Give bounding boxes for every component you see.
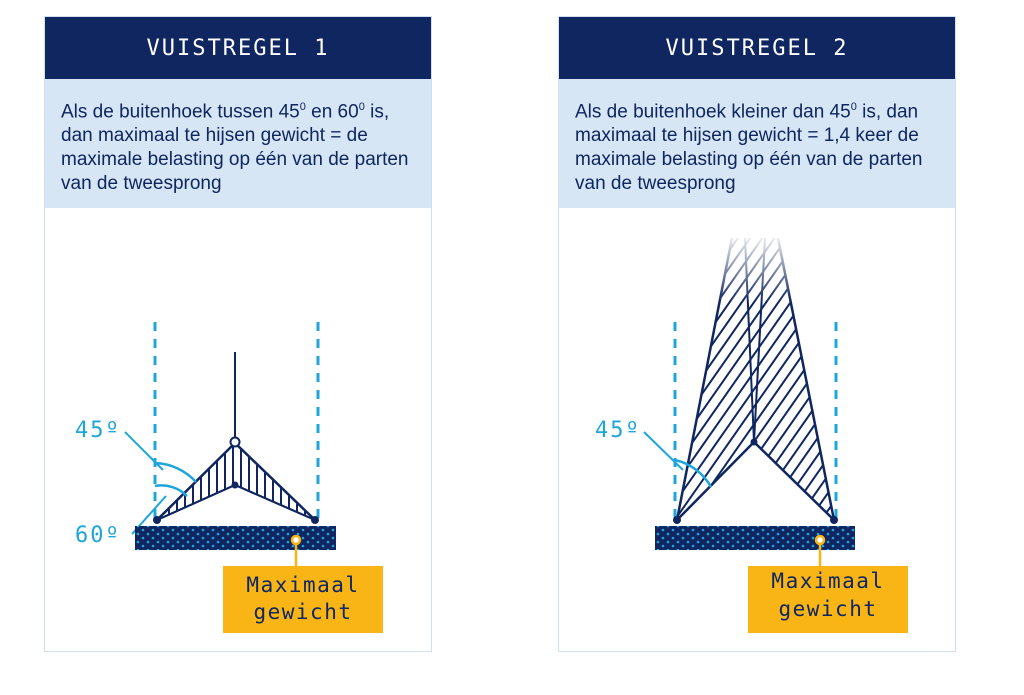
rule-panel-2: VUISTREGEL 2 Als de buitenhoek kleiner d… bbox=[558, 16, 956, 652]
sling-leg-right bbox=[234, 442, 316, 521]
weight-label-line2: gewicht bbox=[778, 597, 877, 621]
rule-panel-1: VUISTREGEL 1 Als de buitenhoek tussen 45… bbox=[44, 16, 432, 652]
hatched-sling-area bbox=[677, 238, 834, 520]
sling-inner-right bbox=[234, 484, 316, 521]
hook-ring bbox=[229, 436, 241, 448]
attach-point-left bbox=[673, 516, 681, 524]
attach-point-right bbox=[830, 516, 838, 524]
leader-45 bbox=[643, 431, 684, 471]
rule-2-description: Als de buitenhoek kleiner dan 450 is, da… bbox=[559, 79, 955, 208]
leader-45 bbox=[124, 431, 164, 471]
inner-joint bbox=[750, 438, 758, 446]
diagram-1: 45º 60º Maximaal gewicht bbox=[75, 322, 383, 633]
angle-arc-60 bbox=[154, 484, 188, 497]
rule-2-title: VUISTREGEL 2 bbox=[559, 17, 955, 79]
attach-point-right bbox=[311, 516, 319, 524]
weight-label-line1: Maximaal bbox=[771, 569, 884, 593]
rule-1-title: VUISTREGEL 1 bbox=[45, 17, 431, 79]
sling-inner-right bbox=[753, 441, 835, 521]
weight-callout-box bbox=[223, 566, 383, 633]
angle-arc-45 bbox=[154, 461, 197, 483]
weight-label-line2: gewicht bbox=[253, 600, 352, 624]
weight-callout-box bbox=[748, 566, 908, 633]
attach-point-left bbox=[153, 516, 161, 524]
diagram-2: 45º Maximaal gewicht bbox=[595, 232, 908, 633]
sling-inner-left bbox=[156, 484, 236, 521]
angle-arc-45 bbox=[674, 458, 713, 488]
weight-label-line1: Maximaal bbox=[246, 573, 359, 597]
angle-label-60: 60º bbox=[75, 523, 121, 548]
angle-label-45: 45º bbox=[595, 418, 641, 443]
top-fade bbox=[715, 232, 795, 302]
rule-1-description: Als de buitenhoek tussen 450 en 600 is, … bbox=[45, 79, 431, 208]
inner-joint bbox=[231, 481, 239, 489]
angle-label-45: 45º bbox=[75, 418, 121, 443]
sling-inner-left bbox=[676, 441, 755, 521]
